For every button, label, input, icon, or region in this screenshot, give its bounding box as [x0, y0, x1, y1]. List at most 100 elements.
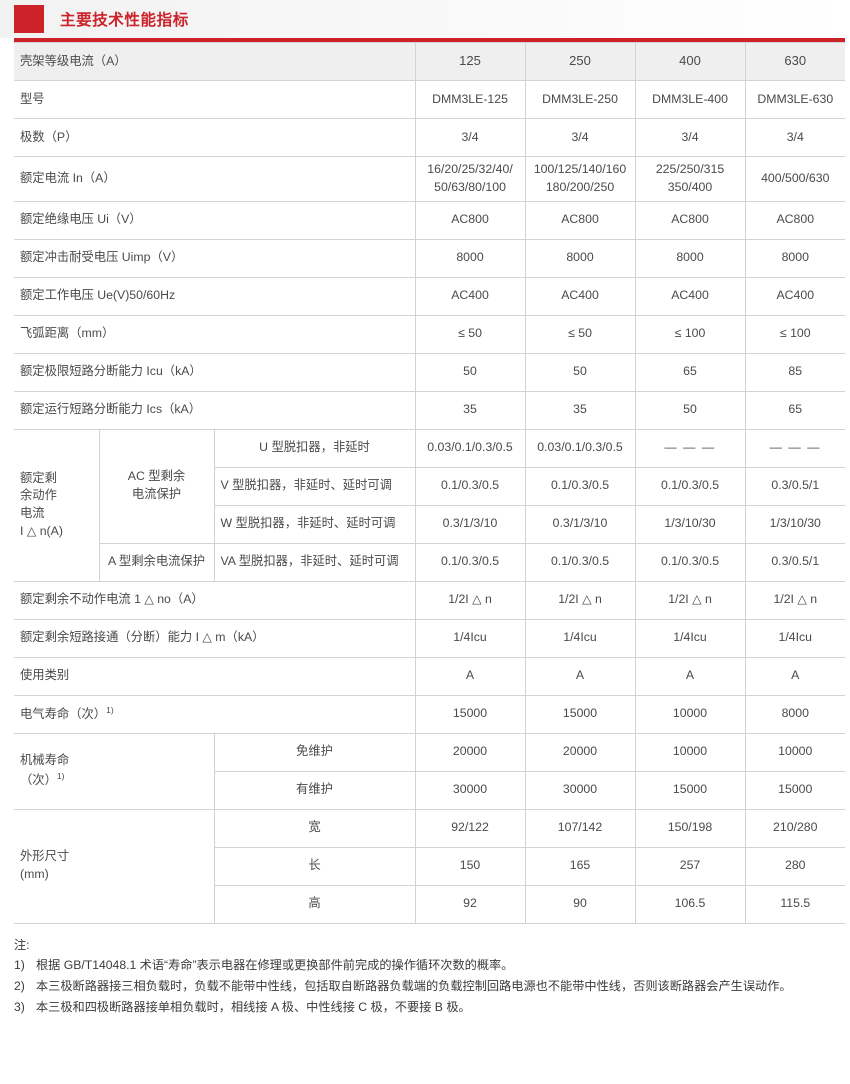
row-label: 电气寿命（次）1)	[14, 694, 416, 734]
cell-value: 8000	[634, 238, 746, 278]
cell-value: AC800	[524, 200, 636, 240]
residual-group-label: 额定剩 余动作 电流 I △ n(A)	[14, 428, 100, 582]
table-row-mechanical-life-maintained: 有维护 30000 30000 15000 15000	[14, 770, 846, 810]
row-label: 飞弧距离（mm）	[14, 314, 416, 354]
cell-value: 165	[524, 846, 636, 886]
cell-value: 0.1/0.3/0.5	[414, 466, 526, 506]
cell-value: 0.1/0.3/0.5	[524, 466, 636, 506]
cell-value: 630	[744, 42, 846, 81]
cell-value: 8000	[414, 238, 526, 278]
cell-value: 1/2I △ n	[524, 580, 636, 620]
note-text: 本三极和四极断路器接单相负载时，相线接 A 极、中性线接 C 极，不要接 B 极…	[36, 999, 471, 1014]
note-item: 3) 本三极和四极断路器接单相负载时，相线接 A 极、中性线接 C 极，不要接 …	[14, 998, 836, 1018]
cell-value: 15000	[634, 770, 746, 810]
cell-value: 50	[414, 352, 526, 392]
cell-value: 225/250/315 350/400	[634, 156, 746, 202]
cell-value: 35	[414, 390, 526, 430]
cell-value: — — —	[634, 428, 746, 468]
residual-group-label-line4: I △ n(A)	[20, 523, 63, 538]
footnote-marker: 1)	[56, 771, 65, 782]
cell-value: 3/4	[414, 118, 526, 157]
row-label: 额定工作电压 Ue(V)50/60Hz	[14, 276, 416, 316]
table-row-dimension-height: 高 92 90 106.5 115.5	[14, 884, 846, 924]
dimension-item-name: 高	[214, 884, 416, 924]
cell-value: 1/3/10/30	[744, 504, 846, 544]
note-number: 1)	[14, 958, 25, 973]
cell-value: 150	[414, 846, 526, 886]
cell-value: 0.3/1/3/10	[524, 504, 636, 544]
cell-value: 8000	[744, 694, 846, 734]
table-row-ics: 额定运行短路分断能力 Ics（kA） 35 35 50 65	[14, 390, 846, 430]
cell-value: A	[744, 656, 846, 696]
cell-value: 8000	[744, 238, 846, 278]
table-row-arc-distance: 飞弧距离（mm） ≤ 50 ≤ 50 ≤ 100 ≤ 100	[14, 314, 846, 354]
cell-value: A	[634, 656, 746, 696]
cell-value: 115.5	[744, 884, 846, 924]
cell-value: ≤ 100	[634, 314, 746, 354]
cell-value: 257	[634, 846, 746, 886]
cell-value: 10000	[634, 732, 746, 772]
electrical-life-label: 电气寿命（次）	[20, 707, 107, 722]
header-red-rule	[14, 38, 845, 42]
cell-value: AC400	[744, 276, 846, 316]
table-row-residual-v: V 型脱扣器，非延时、延时可调 0.1/0.3/0.5 0.1/0.3/0.5 …	[14, 466, 846, 506]
cell-value: 400	[634, 42, 746, 81]
cell-value: 125	[414, 42, 526, 81]
row-label: 壳架等级电流（A）	[14, 42, 416, 81]
cell-value: A	[414, 656, 526, 696]
row-label: 额定剩余不动作电流 1 △ no（A）	[14, 580, 416, 620]
cell-value: 30000	[524, 770, 636, 810]
row-label: 型号	[14, 80, 416, 119]
cell-value: 10000	[744, 732, 846, 772]
table-row-model: 型号 DMM3LE-125 DMM3LE-250 DMM3LE-400 DMM3…	[14, 80, 846, 119]
row-label: 额定运行短路分断能力 Ics（kA）	[14, 390, 416, 430]
residual-item-name: U 型脱扣器，非延时	[213, 428, 416, 468]
cell-value: 250	[524, 42, 636, 81]
cell-value: 1/4Icu	[744, 618, 846, 658]
cell-value: 210/280	[744, 808, 846, 848]
cell-value: 0.1/0.3/0.5	[634, 542, 746, 582]
cell-value: 0.3/0.5/1	[744, 542, 846, 582]
cell-value: 10000	[634, 694, 746, 734]
cell-value: 3/4	[744, 118, 846, 157]
notes-title: 注:	[14, 937, 30, 952]
residual-item-name: W 型脱扣器，非延时、延时可调	[214, 504, 416, 544]
dimension-item-name: 长	[214, 846, 416, 886]
cell-value: 400/500/630	[744, 156, 846, 202]
table-row-insulation-voltage: 额定绝缘电压 Ui（V） AC800 AC800 AC800 AC800	[14, 200, 846, 240]
cell-value: ≤ 50	[414, 314, 526, 354]
table-row-residual-u: 额定剩 余动作 电流 I △ n(A) AC 型剩余 电流保护 U 型脱扣器，非…	[14, 428, 846, 582]
dimension-item-name: 宽	[213, 808, 416, 848]
cell-value: 50	[524, 352, 636, 392]
cell-value: 15000	[744, 770, 846, 810]
cell-value: 107/142	[524, 808, 636, 848]
note-number: 3)	[14, 999, 25, 1014]
cell-value: 1/3/10/30	[634, 504, 746, 544]
table-row-rated-current: 额定电流 In（A） 16/20/25/32/40/ 50/63/80/100 …	[14, 156, 846, 202]
row-label: 额定绝缘电压 Ui（V）	[14, 200, 416, 240]
mechanical-life-item-name: 免维护	[213, 732, 416, 772]
cell-value: 1/4Icu	[634, 618, 746, 658]
cell-value: 8000	[524, 238, 636, 278]
dimensions-label-line1: 外形尺寸	[20, 849, 70, 864]
cell-value: AC800	[634, 200, 746, 240]
cell-value: 15000	[414, 694, 526, 734]
cell-value: AC800	[414, 200, 526, 240]
cell-value: 280	[744, 846, 846, 886]
mechanical-life-label-line1: 机械寿命	[20, 753, 70, 768]
cell-value: 20000	[524, 732, 636, 772]
cell-value: DMM3LE-400	[634, 80, 746, 119]
cell-value: — — —	[744, 428, 846, 468]
table-row-non-operating-residual-current: 额定剩余不动作电流 1 △ no（A） 1/2I △ n 1/2I △ n 1/…	[14, 580, 846, 620]
residual-item-name: VA 型脱扣器，非延时、延时可调	[213, 542, 416, 582]
header-red-marker-icon	[14, 5, 44, 33]
cell-value: 3/4	[634, 118, 746, 157]
notes-section: 注: 1) 根据 GB/T14048.1 术语“寿命”表示电器在修理或更换部件前…	[14, 936, 836, 1018]
cell-value: DMM3LE-125	[414, 80, 526, 119]
cell-value: 30000	[414, 770, 526, 810]
residual-ac-label: AC 型剩余 电流保护	[98, 428, 215, 544]
note-text: 本三极断路器接三相负载时，负载不能带中性线，包括取自断路器负载端的负载控制回路电…	[36, 979, 792, 994]
cell-value: 3/4	[524, 118, 636, 157]
row-label: 额定极限短路分断能力 Icu（kA）	[14, 352, 416, 392]
cell-value: 0.1/0.3/0.5	[414, 542, 526, 582]
